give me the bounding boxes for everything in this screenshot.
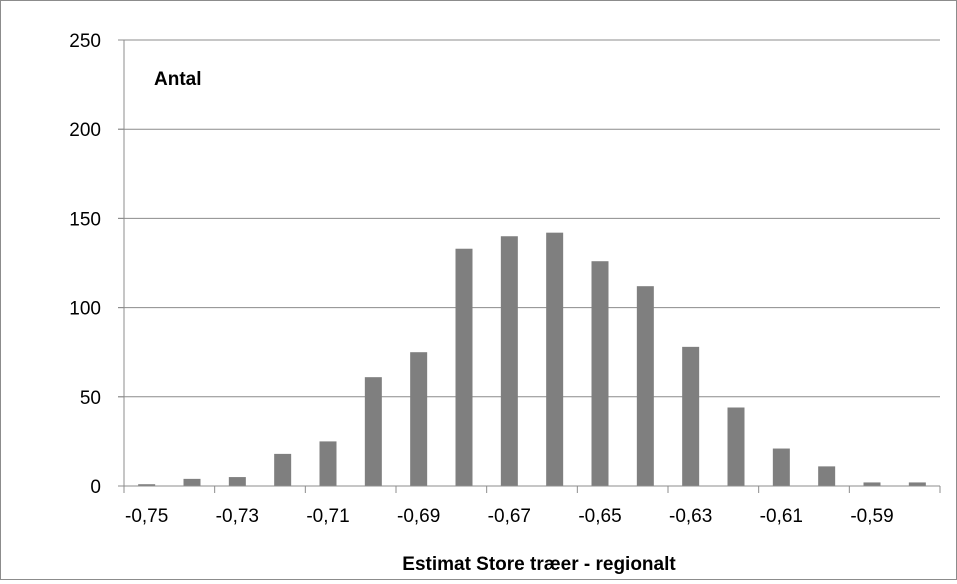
bar [546, 232, 564, 486]
y-tick-label: 200 [69, 120, 101, 141]
x-tick-label: -0,61 [760, 506, 803, 527]
y-tick-label: 250 [69, 31, 101, 52]
x-tick-label: -0,63 [669, 506, 712, 527]
y-tick-labels: 0 50 100 150 200 250 [69, 31, 101, 498]
bar [591, 261, 609, 486]
bar [274, 453, 292, 486]
x-tick-label: -0,71 [306, 506, 349, 527]
x-tick-label: -0,59 [850, 506, 893, 527]
bar [455, 248, 473, 486]
bars [138, 232, 926, 486]
x-tick-label: -0,67 [488, 506, 531, 527]
bar [772, 448, 790, 486]
bar [636, 286, 654, 486]
bar [500, 236, 518, 486]
y-tick-label: 100 [69, 299, 101, 320]
bar [818, 466, 836, 486]
x-tick-label: -0,73 [216, 506, 259, 527]
bar [908, 482, 926, 486]
y-tick-label: 0 [90, 477, 101, 498]
x-tick-labels: -0,75 -0,73 -0,71 -0,69 -0,67 -0,65 -0,63 -0,61… [125, 506, 894, 527]
bar [410, 352, 428, 486]
bar [863, 482, 881, 486]
x-tick-label: -0,75 [125, 506, 168, 527]
axes [118, 39, 941, 493]
y-tick-label: 150 [69, 209, 101, 230]
bar [228, 477, 246, 486]
bar [319, 441, 337, 486]
bar [682, 346, 700, 486]
y-tick-label: 50 [80, 388, 101, 409]
x-tick-label: -0,69 [397, 506, 440, 527]
bar [183, 478, 201, 486]
gridlines [118, 39, 940, 398]
bar [138, 484, 156, 486]
x-tick-label: -0,65 [578, 506, 621, 527]
y-axis-label: Antal [154, 69, 202, 90]
bar [727, 407, 745, 486]
x-axis-label: Estimat Store træer - regionalt [402, 554, 676, 575]
bar [364, 377, 382, 486]
